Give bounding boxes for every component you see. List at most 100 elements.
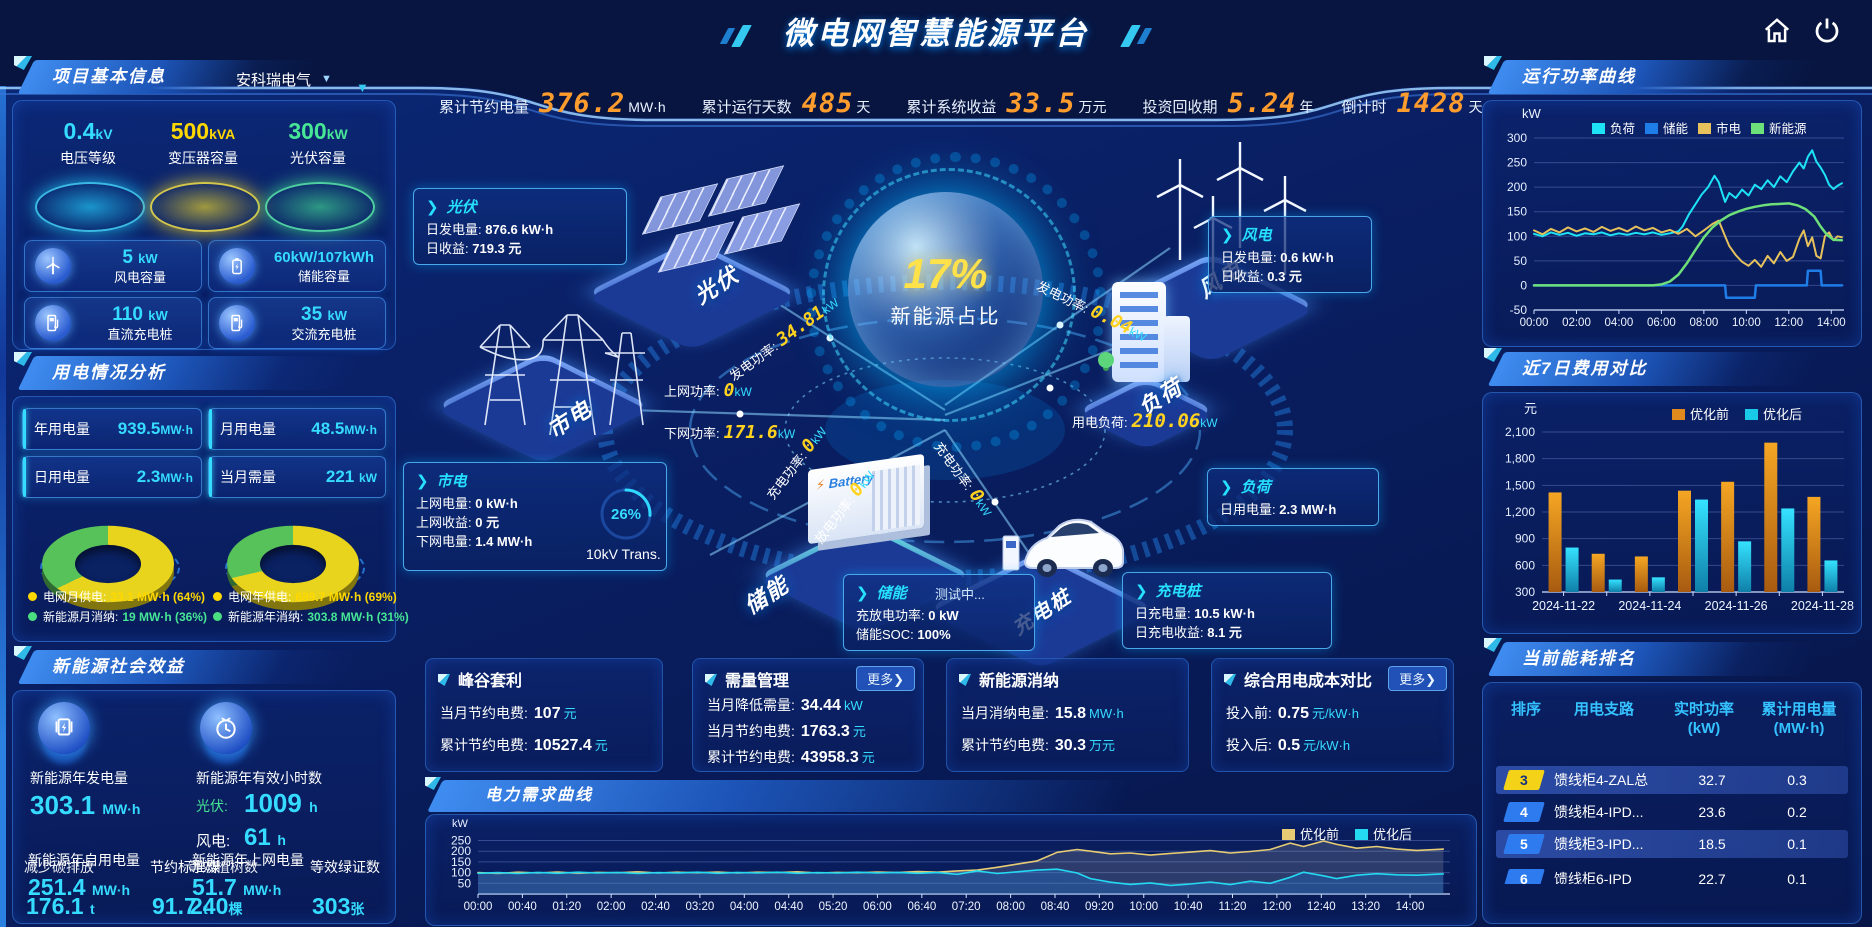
svg-text:50: 50 [1514,254,1528,268]
home-icon[interactable] [1762,16,1792,46]
pedestal-glow [265,182,375,232]
svg-text:01:20: 01:20 [552,901,581,913]
svg-text:10:00: 10:00 [1129,901,1158,913]
solar-panels-icon [641,160,801,273]
svg-text:150: 150 [451,855,471,869]
coal-value: 91.7 t [152,893,208,919]
svg-text:00:00: 00:00 [464,901,493,913]
svg-text:02:00: 02:00 [597,901,626,913]
svg-text:11:20: 11:20 [1219,901,1247,913]
svg-text:250: 250 [451,834,471,848]
pv-capacity-value: 300kW [288,118,348,144]
coal-label: 节约标准煤 [150,859,220,875]
testing-badge: 测试中... [935,587,985,602]
svg-text:50: 50 [458,876,472,890]
transformer-label: 10kV Trans. [586,546,661,562]
svg-text:13:20: 13:20 [1351,901,1380,913]
svg-text:1,800: 1,800 [1505,452,1535,466]
month-demand-box: 当月需量 221 kW [208,456,386,498]
svg-text:00:00: 00:00 [1520,317,1549,329]
pedestal-glow [150,182,260,232]
transformer-gauge: 26% [598,486,654,542]
wind-hours-value: 61 h [244,824,286,851]
wind-turbine-icon [35,248,71,284]
power-icon[interactable] [1812,16,1842,46]
self-use-value: 251.4 MW·h [28,874,131,900]
renewable-share-sphere: 17% 新能源占比 [848,192,1043,387]
more-button[interactable]: 更多❯ [856,666,915,691]
svg-text:12:40: 12:40 [1307,901,1336,913]
table-row[interactable]: 3 馈线柜4-ZAL总 32.7 0.3 [1496,766,1848,794]
wind-hours-label: 风电: [196,833,231,850]
panel-peak-valley: 峰谷套利 当月节约电费: 107 元 累计节约电费: 10527.4 元 [425,658,663,772]
svg-text:14:00: 14:00 [1817,317,1846,329]
charger-icon [219,305,255,341]
load-info-card: 负荷 日用电量: 2.3 MW·h [1207,468,1379,526]
svg-text:300: 300 [1507,131,1527,145]
legend-grid-month: 电网月供电: 33.1 MW·h (64%) [28,588,205,605]
legend-renewable-month: 新能源月消纳: 19 MW·h (36%) [28,608,207,625]
svg-text:06:00: 06:00 [863,901,892,913]
panel-cost7 [1482,392,1862,634]
wind-capacity-box: 5 kW 风电容量 [24,240,202,292]
sphere-ring-outer [806,152,1106,452]
svg-text:04:00: 04:00 [730,901,759,913]
ranking-table-header: 排序 用电支路 实时功率 (kW) 累计用电量 (MW·h) [1510,701,1837,737]
svg-text:2024-11-24: 2024-11-24 [1618,599,1681,613]
svg-text:04:40: 04:40 [774,901,803,913]
table-row[interactable]: 4 馈线柜4-IPD... 23.6 0.2 [1496,798,1848,826]
renewable-share-value: 17% [903,250,988,297]
panel-title: 用电情况分析 [52,363,166,382]
svg-text:10:00: 10:00 [1732,317,1761,329]
ranking-table-body: 3 馈线柜4-ZAL总 32.7 0.3 4 馈线柜4-IPD... 23.6 … [1496,762,1848,884]
panel-title: 新能源社会效益 [52,657,185,676]
demand-y-unit: kW [452,818,468,830]
grid-info-card: 市电 上网电量: 0 kW·h 上网收益: 0 元 下网电量: 1.4 MW·h [403,462,667,571]
feed-value: 51.7 MW·h [192,874,282,900]
legend-renewable-year: 新能源年消纳: 303.8 MW·h (31%) [213,608,409,625]
svg-text:08:40: 08:40 [1041,901,1070,913]
panel-title: 当前能耗排名 [1522,649,1636,668]
pv-info-card: 光伏 日发电量: 876.6 kW·h 日收益: 719.3 元 [413,188,627,265]
voltage-level-value: 0.4kV [63,118,113,144]
table-row[interactable]: 5 馈线柜3-IPD... 18.5 0.1 [1496,830,1848,858]
tree-value: 240棵 [190,893,243,919]
pv-hours-value: 1009 h [244,788,318,818]
run-power-legend: 负荷 储能 市电 新能源 [1592,118,1807,137]
gen-label: 新能源年发电量 [30,770,128,786]
transformer-capacity-value: 500kVA [170,118,236,144]
svg-text:1,200: 1,200 [1505,505,1535,519]
kpi-stats-bar: 累计节约电量 376.2 MW·h 累计运行天数 485 天 累计系统收益 33… [425,84,1483,122]
svg-text:08:00: 08:00 [1689,317,1718,329]
header-band [0,0,1872,127]
day-usage-box: 日用电量 2.3MW·h [22,456,202,498]
panel-project-info-header: 项目基本信息 [12,56,312,94]
demand-legend: 优化前 优化后 [1282,824,1412,843]
month-usage-box: 月用电量 48.5MW·h [208,408,386,450]
clock-icon [200,702,252,754]
carbon-value: 176.1 t [26,893,95,919]
panel-demand-curve-header: 电力需求曲线 [425,777,1165,812]
demand-curve-chart: 250 200 150 100 50 00:00 00:40 01:20 02:00 02:40 0… [436,820,1464,920]
cost7-legend: 优化前 优化后 [1672,404,1802,423]
company-select[interactable]: 安科瑞电气 ▼ [236,71,332,89]
year-usage-box: 年用电量 939.5MW·h [22,408,202,450]
more-button[interactable]: 更多❯ [1388,666,1447,691]
building-icon [1094,282,1198,394]
svg-text:07:20: 07:20 [952,901,981,913]
charger-info-card: 充电桩 日充电量: 10.5 kW·h 日充电收益: 8.1 元 [1122,572,1332,649]
svg-text:12:00: 12:00 [1263,901,1292,913]
svg-text:04:00: 04:00 [1605,317,1634,329]
svg-text:2024-11-28: 2024-11-28 [1791,599,1854,613]
table-row[interactable]: 6 馈线柜6-IPD 22.7 0.1 [1496,865,1848,884]
svg-text:12:00: 12:00 [1774,317,1803,329]
svg-text:-50: -50 [1510,303,1528,317]
flow-up-power: 上网功率: 0kW [664,380,752,401]
svg-text:250: 250 [1507,156,1527,170]
svg-text:02:00: 02:00 [1562,317,1591,329]
svg-text:09:20: 09:20 [1085,901,1114,913]
kpi-countdown: 倒计时 1428 天 [1341,87,1483,119]
battery-icon [219,248,255,284]
panel-ranking-header: 当前能耗排名 [1482,638,1812,676]
left-edge-decoration [0,0,6,927]
